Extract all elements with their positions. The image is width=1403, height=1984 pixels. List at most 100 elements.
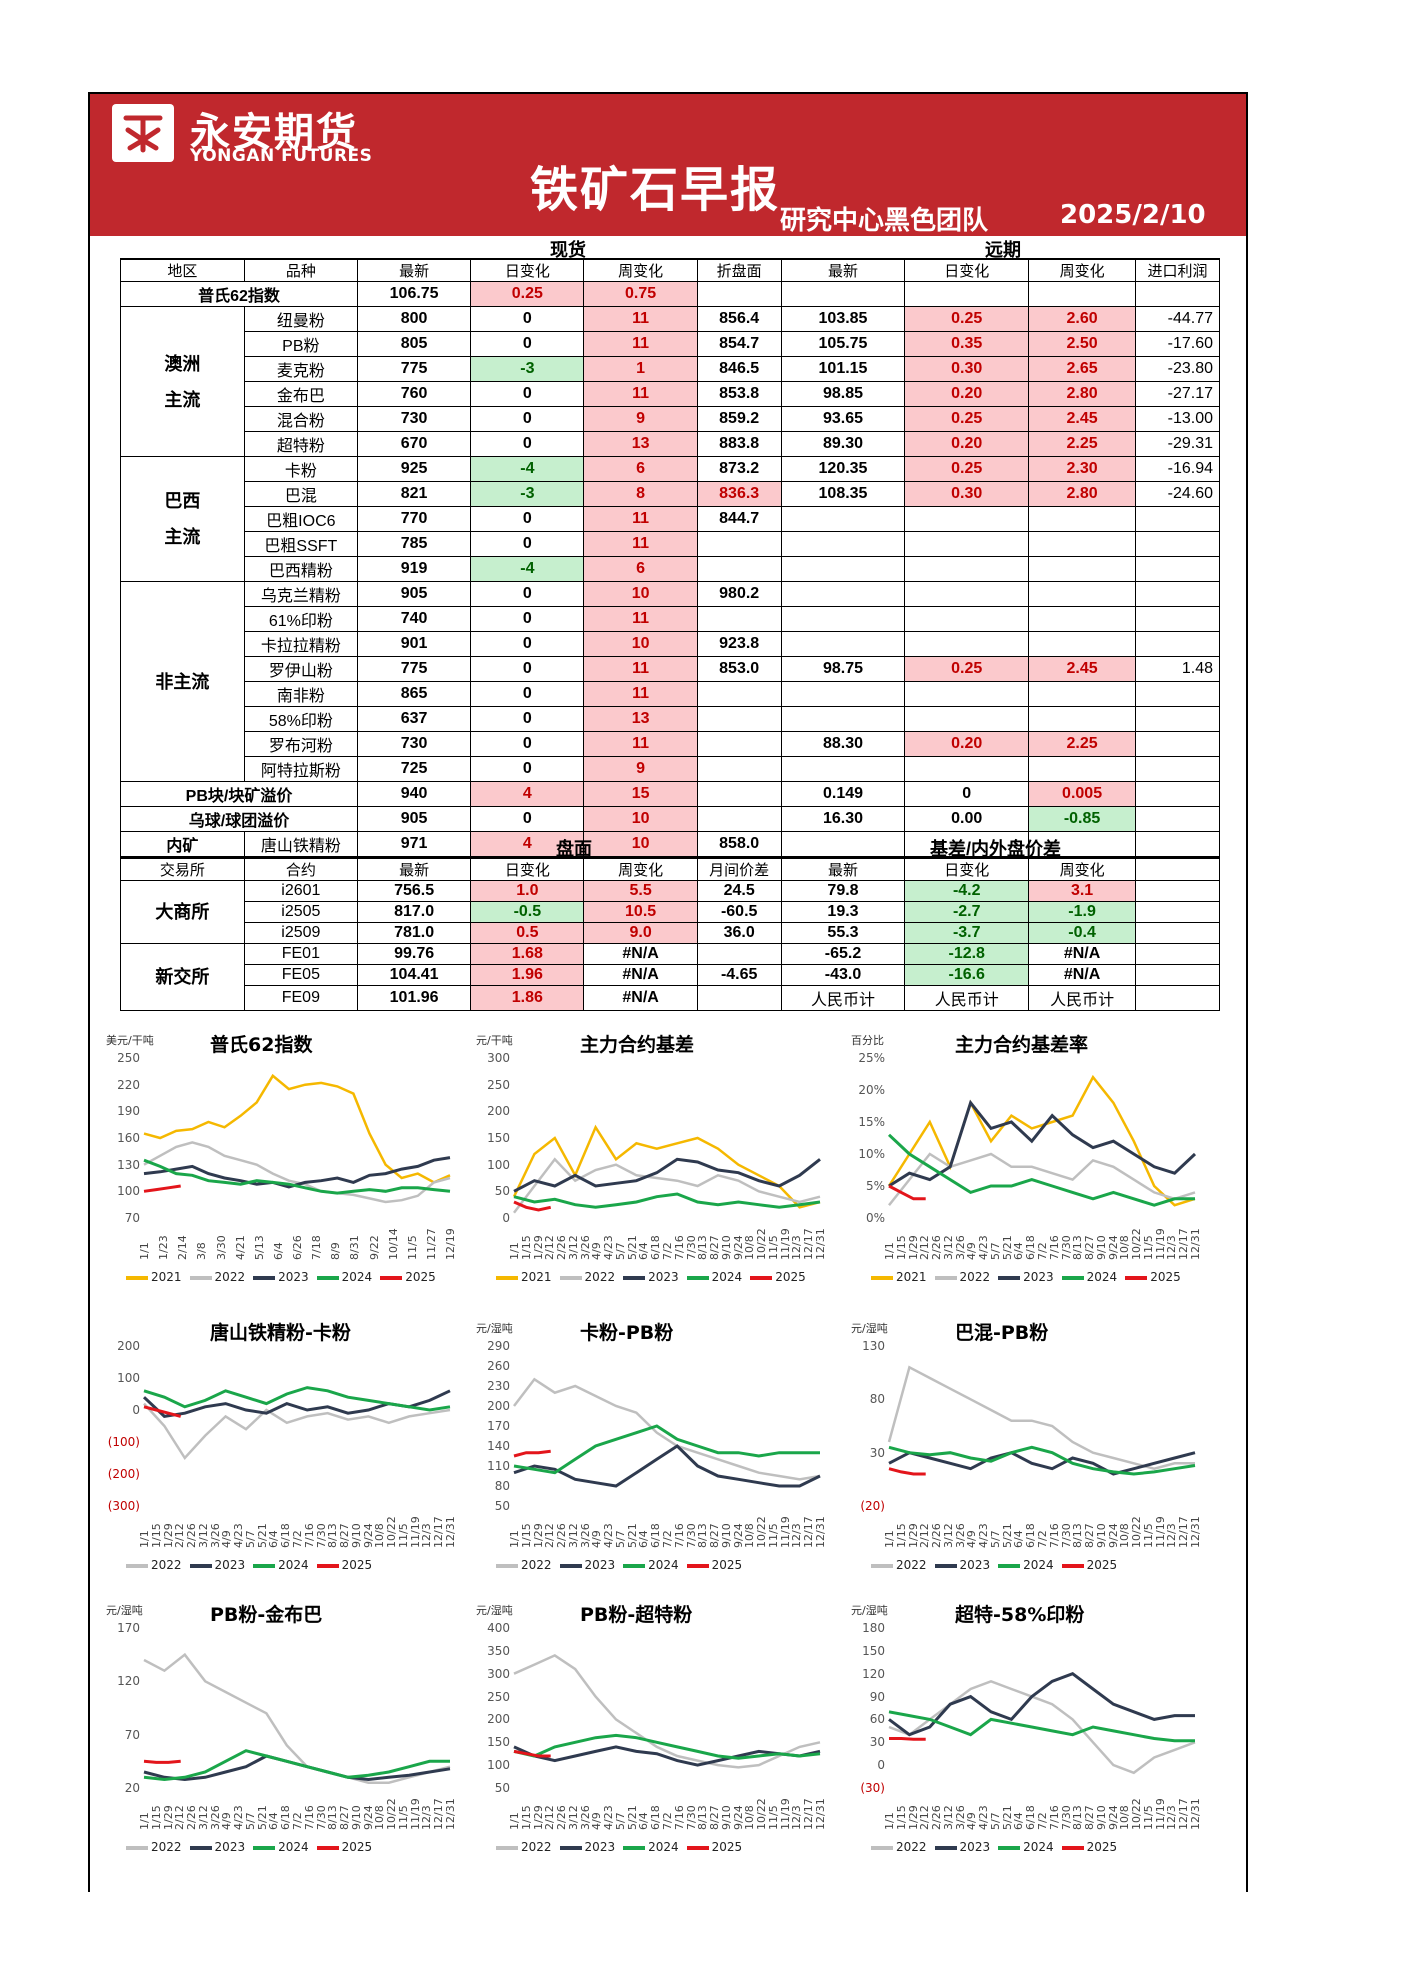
x-tick-label: 1/15 xyxy=(894,1235,908,1260)
spot-week: 11 xyxy=(583,656,698,682)
x-tick-label: 8/9 xyxy=(329,1242,343,1260)
region-cell: 澳洲 主流 xyxy=(120,306,245,457)
futures-equivalent: 873.2 xyxy=(696,456,782,482)
product-name: 罗布河粉 xyxy=(243,731,358,757)
legend-label: 2023 xyxy=(959,1840,991,1854)
forward-latest: 98.75 xyxy=(780,656,906,682)
y-tick-label: 100 xyxy=(117,1371,140,1385)
y-tick-label: 100 xyxy=(487,1157,510,1172)
chart-title: 唐山铁精粉-卡粉 xyxy=(210,1322,351,1344)
table-row: 61%印粉 740 0 11 xyxy=(121,606,1220,632)
y-tick-label: 120 xyxy=(117,1674,140,1689)
table-cell xyxy=(1135,880,1220,902)
spot-day: 0 xyxy=(470,381,585,407)
premium-label: 乌球/球团溢价 xyxy=(120,806,358,832)
x-tick-label: 11/5 xyxy=(766,1235,780,1260)
spot-latest: 800 xyxy=(356,306,472,332)
spot-day: 0 xyxy=(470,706,585,732)
import-profit xyxy=(1135,731,1220,757)
chart-title: 巴混-PB粉 xyxy=(955,1322,1049,1344)
chart-legend: 2022 2023 2024 2025 xyxy=(863,1558,1117,1572)
contract-code: FE05 xyxy=(243,964,358,986)
x-tick-label: 9/10 xyxy=(719,1523,733,1548)
import-profit xyxy=(1135,531,1220,557)
y-tick-label: 50 xyxy=(494,1499,510,1513)
spot-day: 0 xyxy=(470,806,585,832)
basis-day: -16.6 xyxy=(904,964,1030,986)
legend-swatch xyxy=(496,1275,518,1280)
basis-week: -1.9 xyxy=(1028,901,1137,923)
futures-week: 10.5 xyxy=(583,901,698,923)
futures-equivalent xyxy=(696,731,782,757)
y-tick-label: 0 xyxy=(877,1758,885,1773)
region-name: 主流 xyxy=(164,527,201,547)
x-tick-label: 11/5 xyxy=(1141,1235,1155,1260)
y-tick-label: 60 xyxy=(869,1712,885,1727)
x-tick-label: 3/12 xyxy=(941,1235,955,1260)
spot-latest: 971 xyxy=(356,831,472,857)
region-cell: 内矿 xyxy=(120,831,245,857)
chart-unit: 元/湿吨 xyxy=(476,1322,513,1335)
y-tick-label: 30 xyxy=(869,1445,885,1460)
series-line-2023 xyxy=(513,1157,821,1193)
futures-latest: 756.5 xyxy=(356,880,472,902)
x-tick-label: 12/31 xyxy=(444,1516,457,1548)
x-tick-label: 3/12 xyxy=(941,1523,955,1548)
x-tick-label: 11/5 xyxy=(1141,1805,1155,1830)
column-header: 合约 xyxy=(243,857,358,881)
x-tick-label: 7/16 xyxy=(672,1235,686,1260)
legend-swatch xyxy=(686,1275,709,1280)
forward-week: 2.50 xyxy=(1028,331,1137,357)
import-profit: -17.60 xyxy=(1135,331,1220,357)
spot-week: 9 xyxy=(583,756,698,782)
futures-day: -0.5 xyxy=(470,901,585,923)
table-row: 58%印粉 637 0 13 xyxy=(121,706,1220,732)
legend-label: 2022 xyxy=(959,1270,991,1284)
forward-week: 2.30 xyxy=(1028,456,1137,482)
series-line-2024 xyxy=(143,1386,451,1412)
contract-code: FE09 xyxy=(243,985,358,1011)
y-tick-label: 350 xyxy=(487,1643,510,1658)
forward-week xyxy=(1028,556,1137,582)
product-name: 58%印粉 xyxy=(243,706,358,732)
spot-week: 11 xyxy=(583,731,698,757)
series-line-2022 xyxy=(143,1402,451,1461)
table-row: 巴混 821 -3 8 836.3 108.35 0.30 2.80 -24.60 xyxy=(121,481,1220,507)
product-name: 巴粗IOC6 xyxy=(243,506,358,532)
futures-equivalent xyxy=(696,681,782,707)
series-line-2023 xyxy=(513,1444,821,1488)
futures-equivalent xyxy=(696,706,782,732)
spot-day: 0 xyxy=(470,631,585,657)
spot-week: 13 xyxy=(583,431,698,457)
basis-day: -12.8 xyxy=(904,943,1030,965)
table-cell xyxy=(1135,806,1220,832)
forward-latest xyxy=(780,706,906,732)
forward-week xyxy=(1028,756,1137,782)
x-tick-label: 9/10 xyxy=(349,1805,363,1830)
legend-label: 2024 xyxy=(648,1840,679,1854)
spot-latest: 919 xyxy=(356,556,472,582)
legend-label: 2022 xyxy=(214,1270,246,1284)
legend-label: 2025 xyxy=(1086,1840,1118,1854)
x-tick-label: 12/31 xyxy=(1189,1798,1202,1830)
forward-latest xyxy=(780,506,906,532)
spot-week: 11 xyxy=(583,331,698,357)
chart-title: 主力合约基差率 xyxy=(955,1034,1089,1056)
legend-swatch xyxy=(998,1275,1021,1280)
table-cell xyxy=(904,281,1030,307)
platts62-week: 0.75 xyxy=(583,281,698,307)
spot-week: 11 xyxy=(583,306,698,332)
chart-title: 主力合约基差 xyxy=(580,1034,695,1056)
y-tick-label: 160 xyxy=(117,1131,140,1145)
product-name: 罗伊山粉 xyxy=(243,656,358,682)
exchange-name: 大商所 xyxy=(120,880,245,944)
y-tick-label: 140 xyxy=(487,1439,510,1453)
chart-legend: 2022 2023 2024 2025 xyxy=(118,1840,372,1854)
y-tick-label: 300 xyxy=(487,1051,510,1065)
forward-day xyxy=(904,756,1030,782)
x-tick-label: 6/4 xyxy=(271,1242,285,1260)
forward-day: 0.20 xyxy=(904,731,1030,757)
futures-equivalent xyxy=(696,531,782,557)
legend-swatch xyxy=(126,1275,148,1280)
import-profit xyxy=(1135,756,1220,782)
